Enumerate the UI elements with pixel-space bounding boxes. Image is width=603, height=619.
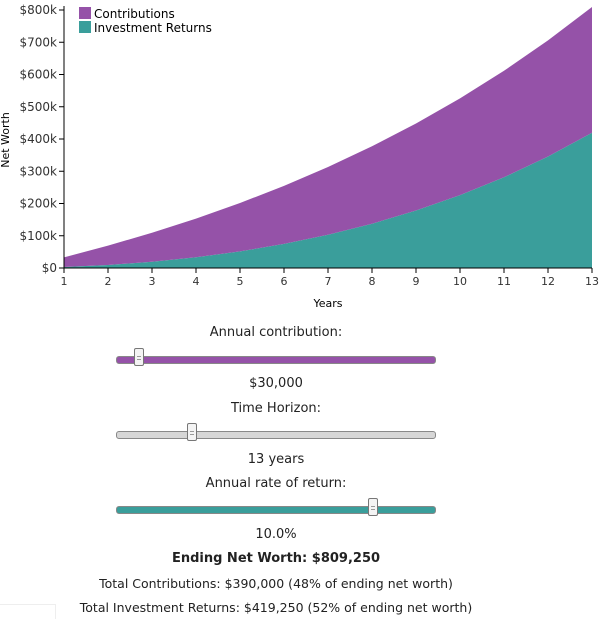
contribution-slider-handle[interactable] (134, 348, 145, 366)
x-tick-label: 8 (369, 275, 376, 288)
y-tick-label: $100k (20, 229, 58, 243)
rate-slider-handle[interactable] (367, 498, 378, 516)
rate-slider[interactable] (116, 498, 436, 516)
total-contributions: Total Contributions: $390,000 (48% of en… (99, 576, 453, 591)
rate-value: 10.0% (255, 527, 297, 542)
horizon-slider[interactable] (116, 423, 436, 441)
divider (0, 604, 56, 619)
x-tick-label: 6 (281, 275, 288, 288)
legend-swatch-contributions (79, 7, 91, 19)
x-tick-label: 5 (237, 275, 244, 288)
x-tick-label: 3 (149, 275, 156, 288)
y-tick-label: $300k (20, 164, 58, 178)
net-worth-chart: $0 $100k $200k $300k $400k $500k $600k $700k $80… (0, 3, 599, 310)
area-contributions (64, 7, 592, 268)
y-tick-label: $800k (20, 3, 58, 17)
y-axis-label: Net Worth (0, 112, 12, 168)
x-tick-label: 9 (413, 275, 420, 288)
horizon-slider-handle[interactable] (186, 423, 197, 441)
area-investment-returns (64, 132, 592, 268)
contribution-value: $30,000 (249, 376, 303, 391)
legend: Contributions Investment Returns (79, 7, 212, 35)
x-tick-label: 1 (61, 275, 68, 288)
x-tick-label: 11 (497, 275, 511, 288)
y-tick-label: $200k (20, 197, 58, 211)
x-axis-label: Years (312, 297, 342, 310)
contribution-label: Annual contribution: (209, 325, 343, 340)
x-tick-label: 10 (453, 275, 467, 288)
y-tick-label: $0 (42, 261, 57, 275)
total-returns: Total Investment Returns: $419,250 (52% … (79, 600, 473, 615)
y-tick-label: $400k (20, 132, 58, 146)
x-tick-label: 12 (541, 275, 555, 288)
x-tick-label: 4 (193, 275, 200, 288)
legend-label-contributions: Contributions (94, 7, 175, 21)
horizon-value: 13 years (247, 452, 305, 467)
x-tick-label: 7 (325, 275, 332, 288)
legend-label-returns: Investment Returns (94, 21, 212, 35)
y-tick-label: $500k (20, 100, 58, 114)
y-tick-label: $600k (20, 68, 58, 82)
contribution-slider[interactable] (116, 348, 436, 366)
ending-net-worth: Ending Net Worth: $809,250 (171, 551, 381, 566)
x-tick-label: 2 (105, 275, 112, 288)
rate-label: Annual rate of return: (205, 476, 347, 491)
legend-swatch-returns (79, 21, 91, 33)
y-tick-label: $700k (20, 35, 58, 49)
horizon-label: Time Horizon: (230, 401, 322, 416)
x-tick-label: 13 (585, 275, 599, 288)
